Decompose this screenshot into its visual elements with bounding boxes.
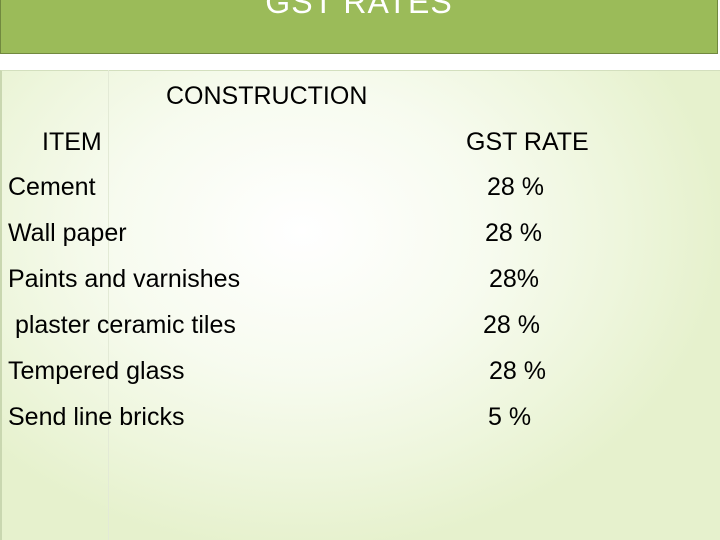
row-item-wall-paper: Wall paper xyxy=(8,219,127,247)
row-rate-ceramic-tiles: 28 % xyxy=(483,311,540,339)
title-bar: GST RATES xyxy=(0,0,718,54)
row-item-paints: Paints and varnishes xyxy=(8,265,241,293)
column-header-rate: GST RATE xyxy=(466,128,589,156)
content-box xyxy=(0,70,720,540)
section-heading: CONSTRUCTION xyxy=(166,82,368,110)
row-rate-wall-paper: 28 % xyxy=(485,219,542,247)
row-item-tempered-glass: Tempered glass xyxy=(8,357,185,385)
row-item-bricks: Send line bricks xyxy=(8,403,185,431)
row-rate-tempered-glass: 28 % xyxy=(489,357,546,385)
column-header-item: ITEM xyxy=(42,128,102,156)
row-rate-paints: 28% xyxy=(489,265,540,293)
row-item-ceramic-tiles: plaster ceramic tiles xyxy=(8,311,236,339)
guide-line xyxy=(108,70,109,540)
row-rate-cement: 28 % xyxy=(487,173,544,201)
row-item-cement: Cement xyxy=(8,173,96,201)
slide-title: GST RATES xyxy=(265,0,453,20)
row-rate-bricks: 5 % xyxy=(488,403,532,431)
